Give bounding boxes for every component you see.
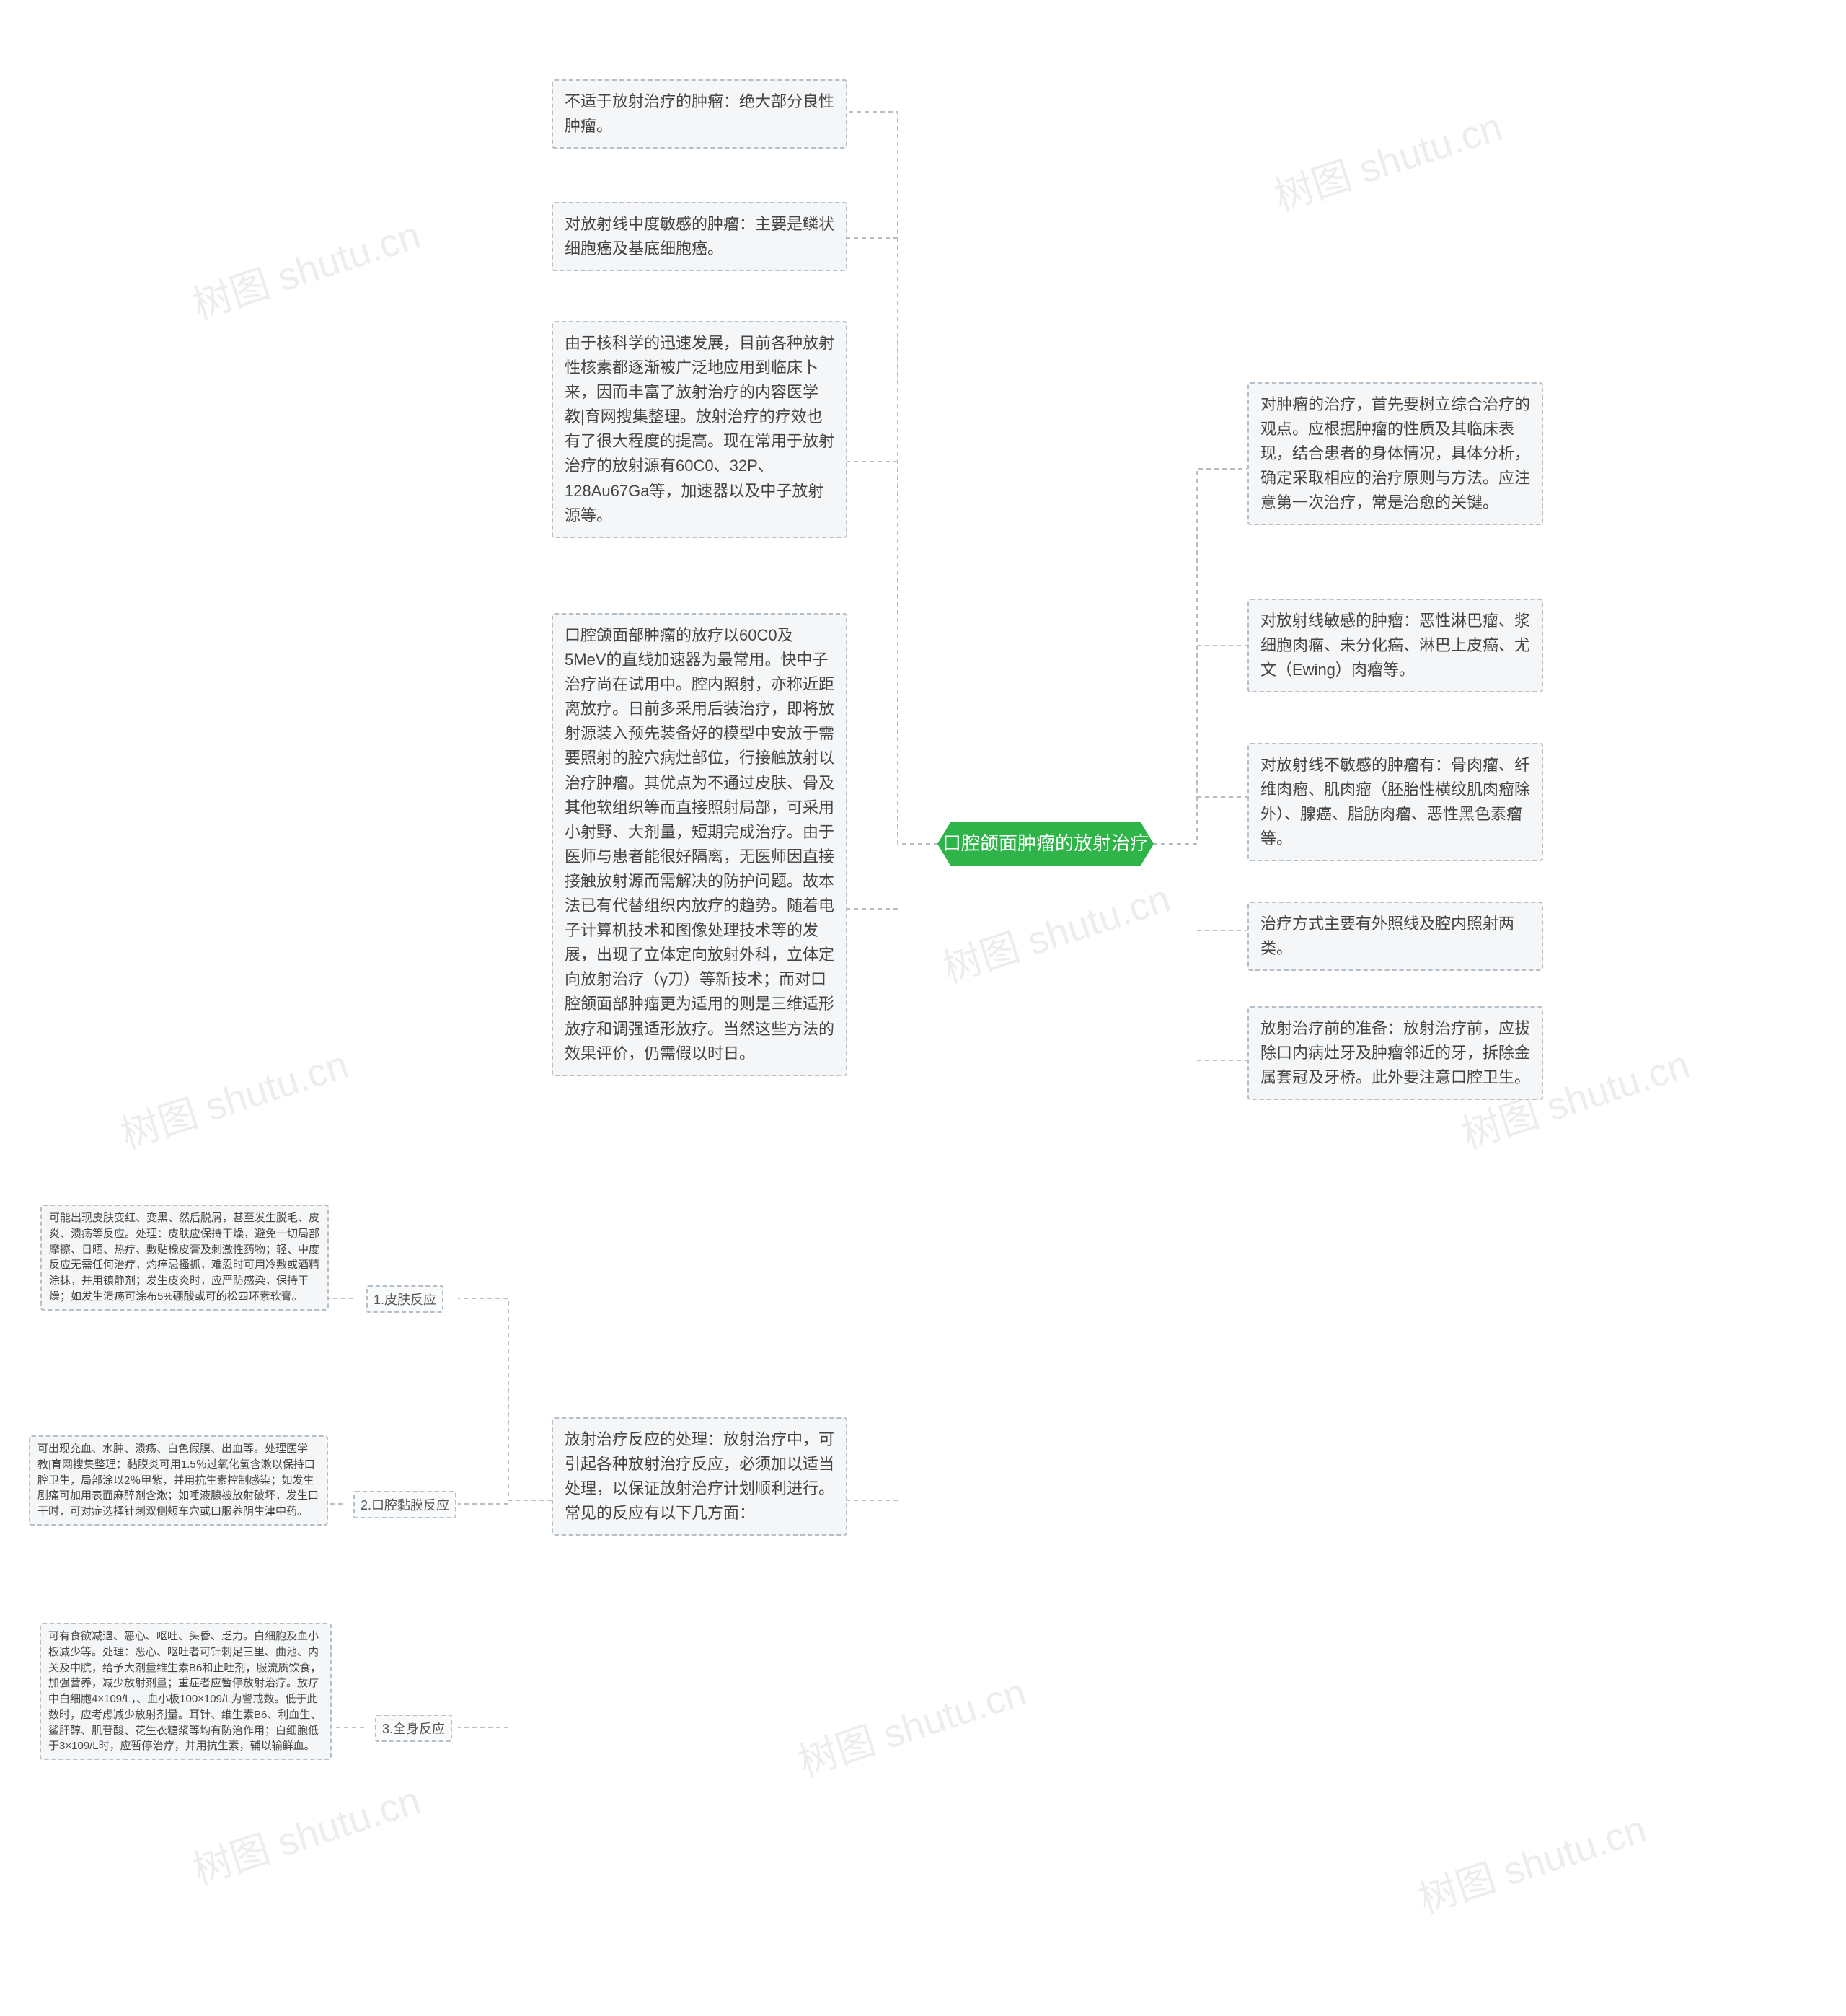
reaction-detail-2: 可出现充血、水肿、溃疡、白色假膜、出血等。处理医学教|育网搜集整理：黏膜炎可用1…	[29, 1435, 328, 1526]
right-node-3: 对放射线不敏感的肿瘤有：骨肉瘤、纤维肉瘤、肌肉瘤（胚胎性横纹肌肉瘤除外）、腺癌、…	[1247, 743, 1543, 861]
right-node-4: 治疗方式主要有外照线及腔内照射两类。	[1247, 902, 1543, 971]
watermark: 树图 shutu.cn	[790, 1660, 1033, 1787]
watermark: 树图 shutu.cn	[185, 1768, 427, 1895]
root-node: 口腔颌面肿瘤的放射治疗	[937, 822, 1154, 866]
reaction-detail-1: 可能出现皮肤变红、变黑、然后脱屑，甚至发生脱毛、皮炎、溃疡等反应。处理：皮肤应保…	[40, 1205, 329, 1311]
watermark: 树图 shutu.cn	[1266, 94, 1509, 221]
watermark: 树图 shutu.cn	[1410, 1797, 1653, 1924]
left-node-4: 口腔颌面部肿瘤的放疗以60C0及5MeV的直线加速器为最常用。快中子治疗尚在试用…	[552, 613, 847, 1076]
right-node-1: 对肿瘤的治疗，首先要树立综合治疗的观点。应根据肿瘤的性质及其临床表现，结合患者的…	[1247, 382, 1543, 525]
root-label: 口腔颌面肿瘤的放射治疗	[942, 832, 1149, 855]
left-node-2: 对放射线中度敏感的肿瘤：主要是鳞状细胞癌及基底细胞癌。	[552, 202, 847, 271]
watermark: 树图 shutu.cn	[935, 866, 1177, 993]
watermark: 树图 shutu.cn	[112, 1032, 355, 1159]
reaction-label-1: 1.皮肤反应	[366, 1285, 443, 1313]
reaction-detail-3: 可有食欲减退、恶心、呕吐、头昏、乏力。白细胞及血小板减少等。处理：恶心、呕吐者可…	[40, 1623, 332, 1760]
right-node-5: 放射治疗前的准备：放射治疗前，应拔除口内病灶牙及肿瘤邻近的牙，拆除金属套冠及牙桥…	[1247, 1006, 1543, 1100]
reaction-label-2: 2.口腔黏膜反应	[353, 1491, 456, 1518]
left-node-5: 放射治疗反应的处理：放射治疗中，可引起各种放射治疗反应，必须加以适当处理，以保证…	[552, 1417, 847, 1536]
right-node-2: 对放射线敏感的肿瘤：恶性淋巴瘤、浆细胞肉瘤、未分化癌、淋巴上皮癌、尤文（Ewin…	[1247, 599, 1543, 692]
reaction-label-3: 3.全身反应	[375, 1715, 452, 1742]
left-node-3: 由于核科学的迅速发展，目前各种放射性核素都逐渐被广泛地应用到临床卜来，因而丰富了…	[552, 321, 847, 538]
watermark: 树图 shutu.cn	[185, 203, 427, 330]
left-node-1: 不适于放射治疗的肿瘤：绝大部分良性肿瘤。	[552, 79, 847, 149]
